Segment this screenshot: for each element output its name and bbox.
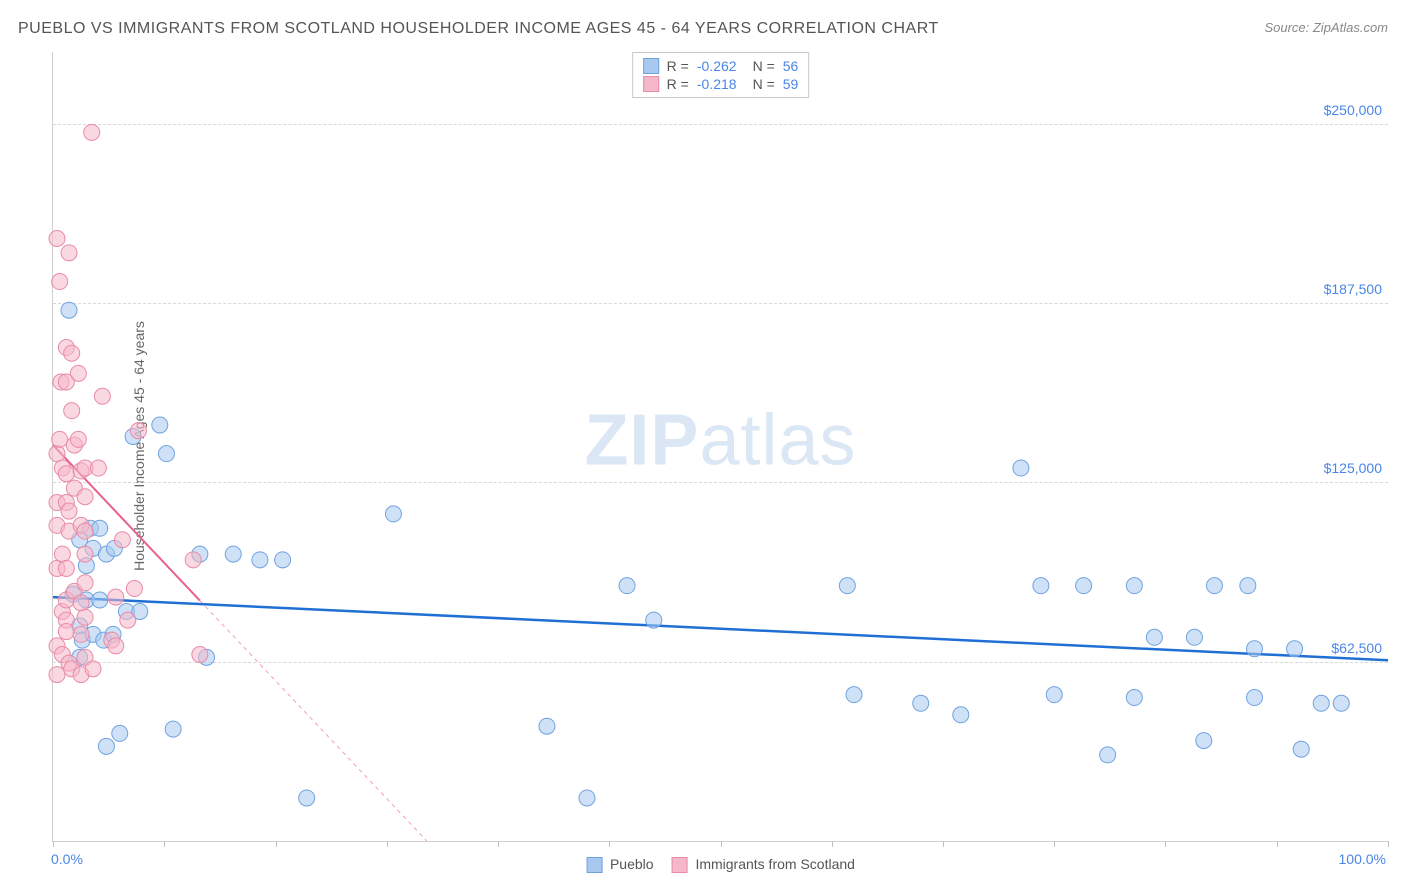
legend-row-scotland: R = -0.218 N = 59 bbox=[643, 75, 799, 93]
legend-n-value: 59 bbox=[783, 76, 799, 92]
x-tick-label: 100.0% bbox=[1339, 851, 1386, 867]
swatch-icon bbox=[643, 76, 659, 92]
legend-n-value: 56 bbox=[783, 58, 799, 74]
y-tick-label: $250,000 bbox=[1324, 102, 1382, 118]
swatch-icon bbox=[643, 58, 659, 74]
correlation-legend: R = -0.262 N = 56 R = -0.218 N = 59 bbox=[632, 52, 810, 98]
source-label: Source: ZipAtlas.com bbox=[1264, 20, 1388, 35]
legend-r-value: -0.218 bbox=[697, 76, 737, 92]
plot-area: ZIPatlas R = -0.262 N = 56 R = -0.218 N … bbox=[52, 52, 1388, 842]
y-tick-label: $125,000 bbox=[1324, 460, 1382, 476]
legend-n-label: N = bbox=[753, 58, 775, 74]
legend-label: Immigrants from Scotland bbox=[695, 856, 855, 872]
y-tick-label: $62,500 bbox=[1331, 640, 1382, 656]
legend-item: Immigrants from Scotland bbox=[672, 856, 855, 873]
legend-r-label: R = bbox=[667, 76, 689, 92]
correlation-chart: PUEBLO VS IMMIGRANTS FROM SCOTLAND HOUSE… bbox=[0, 0, 1406, 892]
swatch-icon bbox=[672, 857, 688, 873]
legend-item: Pueblo bbox=[586, 856, 653, 873]
swatch-icon bbox=[586, 857, 602, 873]
legend-r-value: -0.262 bbox=[697, 58, 737, 74]
series-legend: Pueblo Immigrants from Scotland bbox=[586, 856, 855, 873]
y-tick-label: $187,500 bbox=[1324, 281, 1382, 297]
legend-label: Pueblo bbox=[610, 856, 654, 872]
legend-r-label: R = bbox=[667, 58, 689, 74]
chart-title: PUEBLO VS IMMIGRANTS FROM SCOTLAND HOUSE… bbox=[18, 20, 939, 38]
legend-n-label: N = bbox=[753, 76, 775, 92]
legend-row-pueblo: R = -0.262 N = 56 bbox=[643, 57, 799, 75]
scatter-svg bbox=[53, 52, 1388, 841]
x-tick-label: 0.0% bbox=[51, 851, 83, 867]
